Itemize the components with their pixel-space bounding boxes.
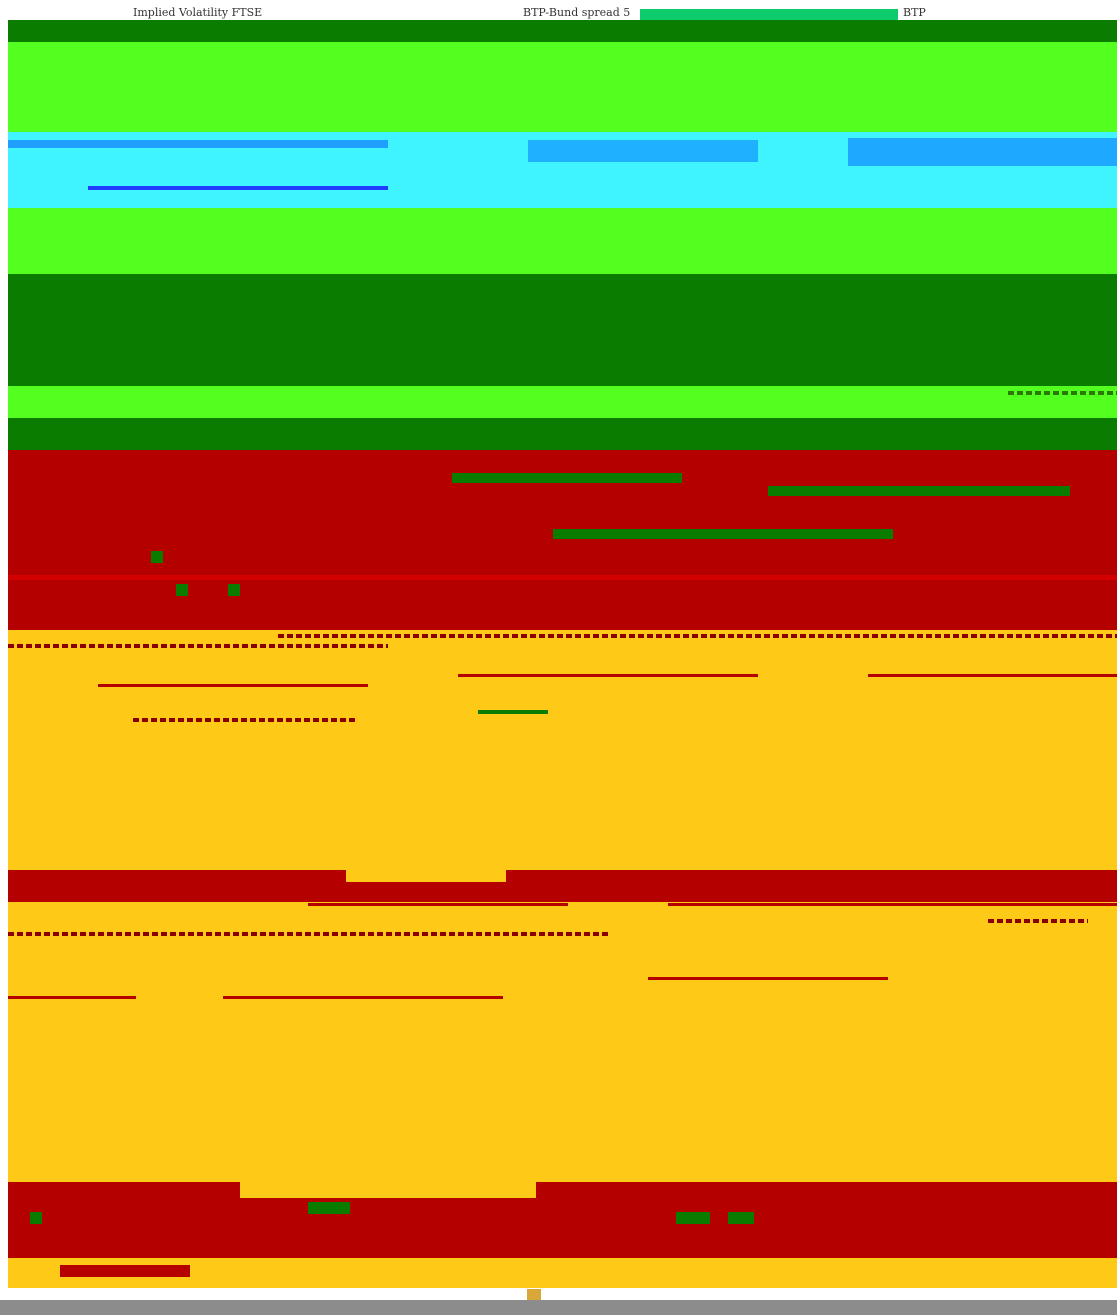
green-line-2 — [768, 486, 1070, 496]
red-band-2 — [8, 870, 1117, 902]
red-rule-5 — [223, 996, 503, 999]
green-stub-3 — [228, 584, 240, 596]
red-rule-8 — [668, 903, 1117, 906]
green-stub-4 — [30, 1212, 42, 1224]
header-label-btp: BTP — [903, 6, 926, 19]
green-light-band-2 — [8, 208, 1117, 274]
green-stub-7 — [308, 1202, 350, 1214]
header-label-btp-bund-spread: BTP-Bund spread 5 — [523, 6, 631, 19]
green-line-1 — [452, 473, 682, 483]
dotted-line-red-1 — [278, 634, 1117, 638]
green-stub-1 — [151, 551, 163, 563]
green-dark-band — [8, 418, 1117, 450]
blue-streak-3 — [528, 140, 758, 162]
yellow-footer-strip — [8, 1258, 1117, 1288]
dotted-line-red-3 — [133, 718, 358, 722]
red-rule-6 — [648, 977, 888, 980]
header-highlight-bar — [640, 9, 898, 21]
red-rule-3 — [868, 674, 1117, 677]
green-dark-block — [8, 274, 1117, 386]
dotted-line-red-2 — [8, 644, 388, 648]
yellow-insert-1 — [346, 870, 506, 882]
green-stub-2 — [176, 584, 188, 596]
dotted-line-green — [1008, 391, 1117, 395]
red-rule-1 — [98, 684, 368, 687]
dotted-line-red-4 — [8, 932, 608, 936]
horizontal-scrollbar[interactable] — [0, 1300, 1117, 1315]
blue-streak-4 — [848, 138, 1117, 166]
dotted-line-red-5 — [988, 919, 1088, 923]
scrollbar-thumb[interactable] — [527, 1289, 541, 1301]
footer-red-mark — [60, 1265, 190, 1277]
yellow-block-1 — [8, 630, 1117, 870]
green-rule-1 — [478, 710, 548, 714]
header-label-implied-volatility-ftse: Implied Volatility FTSE — [133, 6, 263, 19]
green-line-3 — [553, 529, 893, 539]
green-stub-5 — [676, 1212, 710, 1224]
blue-streak-1 — [8, 140, 388, 148]
blue-streak-2 — [88, 186, 388, 190]
red-rule-2 — [458, 674, 758, 677]
green-stub-6 — [728, 1212, 754, 1224]
red-rule-7 — [308, 903, 568, 906]
red-band-3 — [8, 1182, 1117, 1258]
green-dark-top — [8, 20, 1117, 42]
yellow-block-2 — [8, 902, 1117, 1182]
green-light-band-3 — [8, 386, 1117, 418]
yellow-insert-2 — [240, 1182, 536, 1198]
red-line-bright — [8, 575, 1117, 580]
render-canvas — [8, 20, 1117, 1258]
red-rule-4 — [8, 996, 136, 999]
